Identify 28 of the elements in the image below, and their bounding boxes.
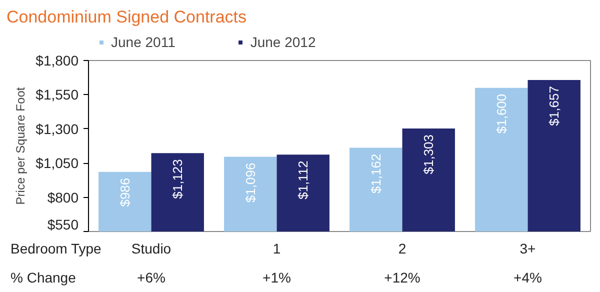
text: +4% <box>514 269 542 286</box>
y-tick-label: $1,800 <box>36 52 79 68</box>
y-tick-label: $550 <box>47 216 79 232</box>
y-tick-label: $1,550 <box>36 86 79 103</box>
y-tick-label: $800 <box>47 189 79 206</box>
x-tick-label: 2 <box>398 240 406 256</box>
data-label: $1,600 <box>494 94 509 134</box>
x-tick-label: Studio <box>131 240 172 256</box>
x-axis-title: Bedroom Type <box>10 240 102 256</box>
data-label: $1,303 <box>421 134 436 174</box>
legend-label: June 2011 <box>111 34 176 50</box>
legend-label: June 2012 <box>250 34 316 50</box>
data-label: $986 <box>117 178 132 207</box>
data-label: $1,162 <box>368 154 384 194</box>
data-label: $1,096 <box>242 162 258 203</box>
y-tick-label: $1,050 <box>36 155 79 172</box>
x-tick-label: 1 <box>272 240 281 256</box>
data-label: $1,123 <box>170 159 186 199</box>
text: % Change <box>10 269 76 286</box>
y-axis-title: Price per Square Foot <box>14 86 28 205</box>
data-label: $1,112 <box>296 160 311 200</box>
text: +12% <box>384 269 420 286</box>
y-tick-label: $1,300 <box>36 120 79 137</box>
x-tick-label: 3+ <box>520 240 536 256</box>
data-label: $1,657 <box>546 86 562 126</box>
chart-title: Condominium Signed Contracts <box>6 8 247 26</box>
text: +1% <box>262 269 291 286</box>
text: +6% <box>137 269 166 286</box>
